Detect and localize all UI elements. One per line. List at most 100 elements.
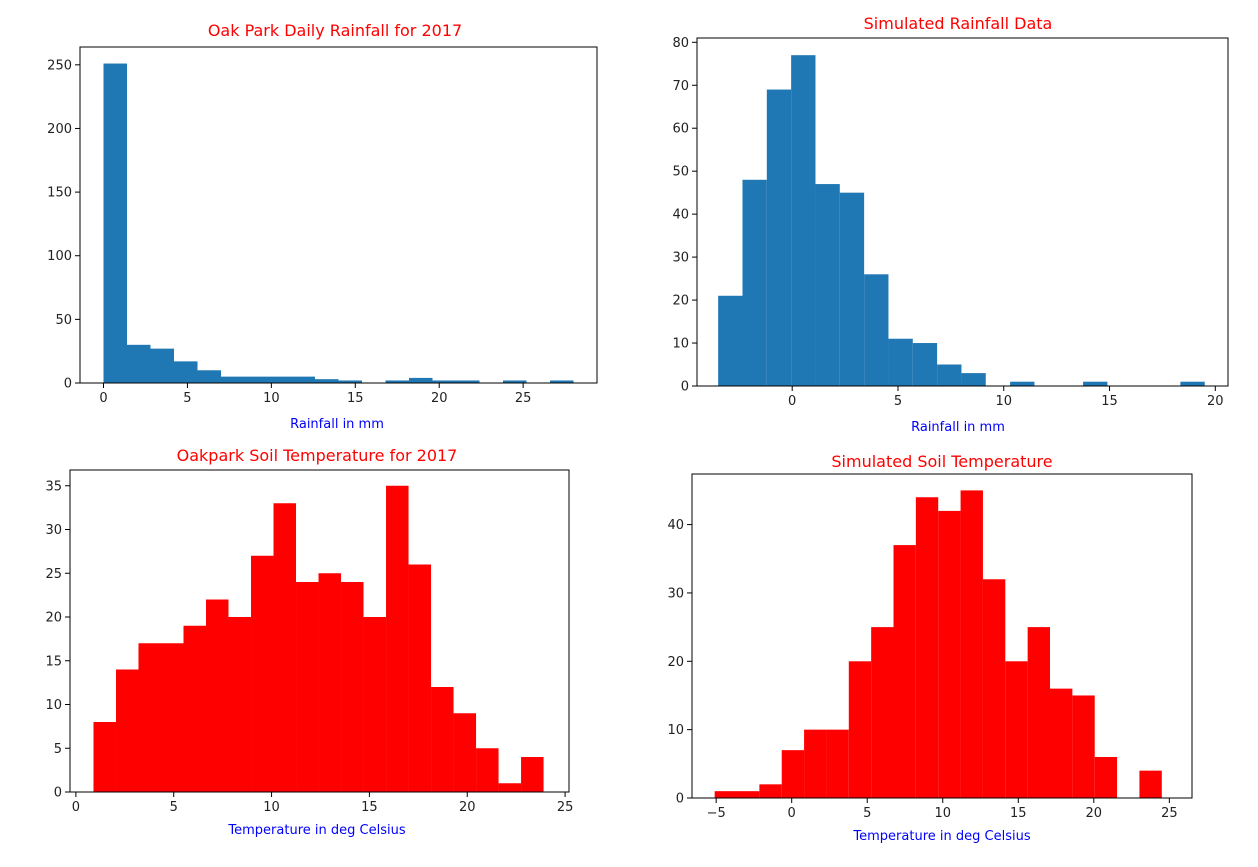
plot-frame [696, 37, 1229, 387]
histogram-bar [848, 661, 872, 798]
x-tick-label: 15 [1101, 394, 1118, 409]
x-tick-label: 20 [1086, 806, 1103, 821]
histogram-bar [791, 55, 816, 387]
histogram-bar [521, 757, 544, 792]
y-tick-label: 10 [667, 723, 684, 738]
histogram-bar [296, 582, 319, 792]
x-axis-label: Rainfall in mm [290, 417, 384, 432]
axis-ticks: 0 5 10 15 20 25 0 5 10 15 20 25 30 35 [45, 479, 573, 815]
x-tick-label: 20 [459, 800, 476, 815]
histogram-bar [550, 380, 574, 383]
histogram-bar [456, 380, 480, 383]
histogram-bar [960, 490, 983, 798]
histogram-bar [737, 791, 760, 798]
histogram-bar [503, 380, 527, 383]
x-tick-label: 5 [170, 800, 178, 815]
histogram-bar [408, 564, 432, 792]
panel-oak-park-rainfall: Oak Park Daily Rainfall for 2017 0 5 10 15 2… [47, 21, 598, 432]
histogram-bar [718, 295, 743, 386]
bars [93, 485, 544, 792]
y-tick-label: 250 [47, 58, 72, 73]
x-tick-label: 0 [788, 394, 796, 409]
x-tick-label: 15 [1010, 806, 1027, 821]
histogram-bar [183, 625, 207, 792]
histogram-bar [742, 179, 767, 386]
x-tick-label: 5 [863, 806, 871, 821]
plot-frame [69, 469, 570, 793]
panel-simulated-soil-temperature: Simulated Soil Temperature −5 0 5 10 15 20 25 0… [667, 452, 1193, 844]
x-tick-label: 15 [347, 391, 364, 406]
y-tick-label: 50 [55, 313, 72, 328]
histogram-bar [804, 729, 827, 798]
histogram-bar [341, 582, 364, 792]
histogram-bar [1139, 770, 1162, 798]
histogram-bar [759, 784, 782, 798]
y-tick-label: 10 [672, 337, 689, 352]
histogram-bar [432, 380, 456, 383]
chart-title: Simulated Soil Temperature [831, 452, 1052, 471]
axis-ticks: −5 0 5 10 15 20 25 0 10 20 30 40 [667, 518, 1177, 821]
x-tick-label: 25 [557, 800, 574, 815]
panel-simulated-rainfall: Simulated Rainfall Data 0 5 10 15 20 0 10 20 30 4… [672, 14, 1229, 435]
x-tick-label: −5 [707, 806, 726, 821]
y-tick-label: 5 [54, 742, 62, 757]
histogram-bar [127, 344, 151, 383]
y-tick-label: 60 [672, 122, 689, 137]
y-tick-label: 30 [667, 586, 684, 601]
histogram-bar [888, 338, 913, 386]
histogram-bar [138, 643, 161, 792]
histogram-bar [228, 617, 252, 792]
x-tick-label: 0 [788, 806, 796, 821]
x-tick-label: 5 [183, 391, 191, 406]
histogram-bar [385, 380, 409, 383]
histogram-bar [431, 687, 454, 792]
histogram-bar [1010, 381, 1035, 386]
y-tick-label: 100 [47, 249, 72, 264]
y-tick-label: 200 [47, 122, 72, 137]
y-tick-label: 35 [45, 479, 62, 494]
x-tick-label: 25 [515, 391, 532, 406]
histogram-bar [174, 361, 198, 383]
y-tick-label: 30 [672, 251, 689, 266]
histogram-bar [815, 184, 840, 386]
histogram-bar [864, 274, 889, 386]
chart-title: Simulated Rainfall Data [864, 14, 1053, 33]
histogram-bar [871, 627, 894, 798]
histogram-bar [839, 192, 865, 386]
y-tick-label: 0 [676, 792, 684, 807]
y-tick-label: 40 [667, 518, 684, 533]
y-tick-label: 50 [672, 165, 689, 180]
histogram-bar [363, 617, 387, 792]
histogram-bar [714, 791, 738, 798]
histogram-bar [476, 748, 499, 792]
y-tick-label: 0 [64, 377, 72, 392]
histogram-bar [338, 380, 362, 383]
bars [103, 63, 574, 383]
histogram-bar [93, 722, 116, 792]
histogram-bar [197, 370, 221, 383]
histogram-bar [315, 379, 339, 383]
x-axis-label: Temperature in deg Celsius [852, 829, 1030, 844]
histogram-bar [206, 599, 229, 792]
bars [718, 55, 1205, 387]
x-tick-label: 15 [361, 800, 378, 815]
plot-frame [79, 46, 598, 384]
histogram-bar [1027, 627, 1051, 798]
histogram-bar [1083, 381, 1108, 386]
x-tick-label: 10 [263, 800, 280, 815]
panel-oakpark-soil-temperature: Oakpark Soil Temperature for 2017 0 5 10 15… [45, 446, 573, 838]
x-tick-label: 5 [894, 394, 902, 409]
x-tick-label: 20 [431, 391, 448, 406]
histogram-bar [1005, 661, 1028, 798]
chart-title: Oak Park Daily Rainfall for 2017 [208, 21, 462, 40]
histogram-bar [912, 343, 938, 386]
histogram-bar [1094, 756, 1118, 798]
y-tick-label: 80 [672, 36, 689, 51]
histogram-bar [386, 485, 409, 792]
y-tick-label: 150 [47, 186, 72, 201]
histogram-bar [221, 376, 245, 383]
histogram-bar [291, 376, 315, 383]
histogram-bar [150, 348, 174, 383]
x-tick-label: 0 [72, 800, 80, 815]
x-tick-label: 0 [99, 391, 107, 406]
